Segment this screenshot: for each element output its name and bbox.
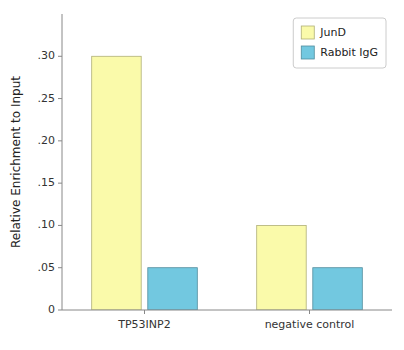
y-axis-line	[62, 14, 63, 310]
y-tick-label: 0	[48, 303, 55, 316]
legend-label: JunD	[319, 26, 346, 39]
y-tick	[58, 98, 62, 99]
x-axis-line	[62, 310, 392, 311]
y-tick-label: .05	[38, 261, 56, 274]
y-tick	[58, 267, 62, 268]
x-tick	[144, 310, 145, 314]
bar	[148, 268, 198, 310]
legend-box	[293, 18, 386, 68]
y-tick-label: .10	[38, 218, 56, 231]
chart: 0 .05 .10 .15 .20 .25 .30 TP53INP2 negative cont…	[0, 0, 404, 350]
legend-swatch	[301, 46, 314, 59]
y-tick	[58, 56, 62, 57]
bar	[257, 225, 307, 310]
y-tick-label: .30	[38, 49, 56, 62]
y-tick	[58, 310, 62, 311]
y-tick-label: .15	[38, 176, 56, 189]
bar	[313, 268, 363, 310]
bar	[92, 56, 142, 310]
x-tick-label: TP53INP2	[117, 318, 170, 331]
y-tick	[58, 140, 62, 141]
y-tick	[58, 225, 62, 226]
y-tick	[58, 183, 62, 184]
y-tick-label: .20	[38, 134, 56, 147]
legend-label: Rabbit IgG	[320, 46, 378, 59]
x-tick	[309, 310, 310, 314]
bars	[92, 56, 363, 310]
legend-swatch	[301, 26, 314, 39]
y-tick-label: .25	[38, 92, 56, 105]
legend: JunD Rabbit IgG	[293, 18, 386, 68]
y-axis-label: Relative Enrichment to Input	[9, 76, 23, 248]
x-tick-label: negative control	[265, 318, 355, 331]
